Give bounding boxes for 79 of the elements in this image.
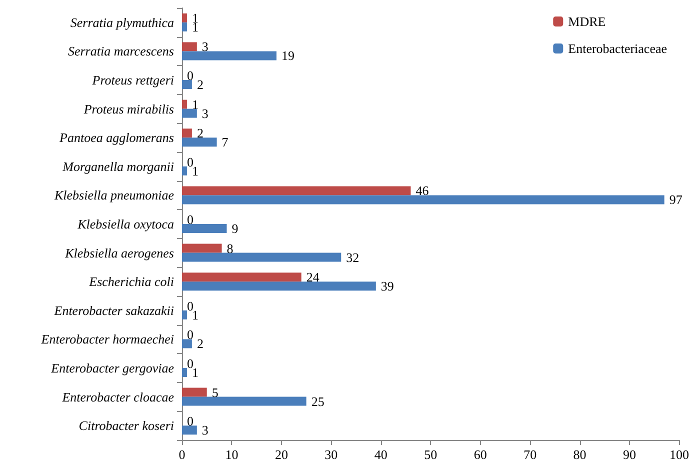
data-label: 1 xyxy=(192,96,198,112)
y-tick-label: Klebsiella pneumoniae xyxy=(53,188,174,203)
legend-label: MDRE xyxy=(568,14,606,29)
data-label: 46 xyxy=(416,183,430,198)
data-label: 2 xyxy=(196,77,204,92)
y-tick-label: Escherichia coli xyxy=(88,274,174,290)
data-label: 0 xyxy=(187,414,194,429)
data-label: 7 xyxy=(222,134,229,150)
data-label: 3 xyxy=(202,106,208,121)
y-tick-label: Klebsiella oxytoca xyxy=(76,216,174,232)
data-label: 5 xyxy=(212,384,218,400)
bar xyxy=(182,388,207,397)
bar xyxy=(182,80,192,89)
data-label: 0 xyxy=(187,212,194,227)
legend-label: Enterobacteriaceae xyxy=(568,41,668,56)
bar xyxy=(182,138,217,147)
x-tick-label: 90 xyxy=(623,447,636,462)
y-tick-label: Citrobacter koseri xyxy=(78,418,174,434)
x-tick-label: 100 xyxy=(670,447,689,462)
x-tick-label: 20 xyxy=(274,447,288,462)
data-label: 2 xyxy=(196,126,204,141)
x-tick-label: 30 xyxy=(324,447,338,462)
data-label: 2 xyxy=(196,336,204,352)
x-tick-label: 10 xyxy=(225,447,238,462)
bar xyxy=(182,108,197,118)
bar xyxy=(182,252,342,262)
y-tick-label: Serratia plymuthica xyxy=(70,14,174,30)
data-label: 3 xyxy=(202,422,208,438)
bar xyxy=(182,128,192,138)
data-label: 24 xyxy=(306,270,320,285)
y-tick-label: Enterobacter hormaechei xyxy=(40,332,174,347)
bar xyxy=(182,22,187,32)
x-tick-label: 70 xyxy=(524,447,537,462)
y-tick-label: Enterobacter sakazakii xyxy=(53,302,174,318)
x-tick-label: 40 xyxy=(374,447,388,462)
y-tick-label: Klebsiella aerogenes xyxy=(64,245,174,260)
y-tick-label: Proteus rettgeri xyxy=(91,72,174,88)
data-label: 0 xyxy=(187,327,194,342)
data-label: 1 xyxy=(192,307,198,322)
bar xyxy=(182,100,187,109)
data-label: 39 xyxy=(380,278,394,294)
bar xyxy=(182,224,227,233)
bar xyxy=(182,282,376,291)
data-label: 1 xyxy=(192,365,198,380)
data-label: 0 xyxy=(187,154,194,170)
data-label: 8 xyxy=(226,240,234,256)
y-tick-label: Morganella morganii xyxy=(62,158,174,174)
data-label: 19 xyxy=(281,48,294,64)
x-tick-label: 80 xyxy=(573,447,586,462)
bar xyxy=(182,426,197,435)
y-tick-label: Pantoea agglomerans xyxy=(58,130,174,146)
data-label: 32 xyxy=(346,250,360,265)
data-label: 25 xyxy=(311,394,324,409)
bar xyxy=(182,396,306,406)
bar xyxy=(182,195,664,204)
bar xyxy=(182,310,187,320)
data-label: 0 xyxy=(187,68,194,83)
y-tick-label: Serratia marcescens xyxy=(68,44,174,59)
bar xyxy=(182,42,197,52)
bar xyxy=(182,368,187,377)
bar xyxy=(182,339,192,348)
y-tick-label: Enterobacter gergoviae xyxy=(50,360,174,376)
bar xyxy=(182,186,411,196)
bar xyxy=(182,272,302,282)
data-label: 3 xyxy=(202,39,208,54)
x-tick-label: 60 xyxy=(474,447,487,462)
x-tick-label: 0 xyxy=(178,447,186,462)
bar xyxy=(182,166,187,176)
data-label: 1 xyxy=(192,163,198,178)
bar xyxy=(182,13,187,22)
y-tick-label: Proteus mirabilis xyxy=(82,101,174,116)
x-tick-label: 50 xyxy=(424,447,438,462)
bar xyxy=(182,244,222,253)
data-label: 9 xyxy=(232,221,238,236)
data-label: 0 xyxy=(187,356,194,371)
data-label: 97 xyxy=(669,192,683,208)
data-label: 0 xyxy=(187,298,194,314)
y-tick-label: Enterobacter cloacae xyxy=(61,389,174,404)
bar xyxy=(182,51,276,60)
